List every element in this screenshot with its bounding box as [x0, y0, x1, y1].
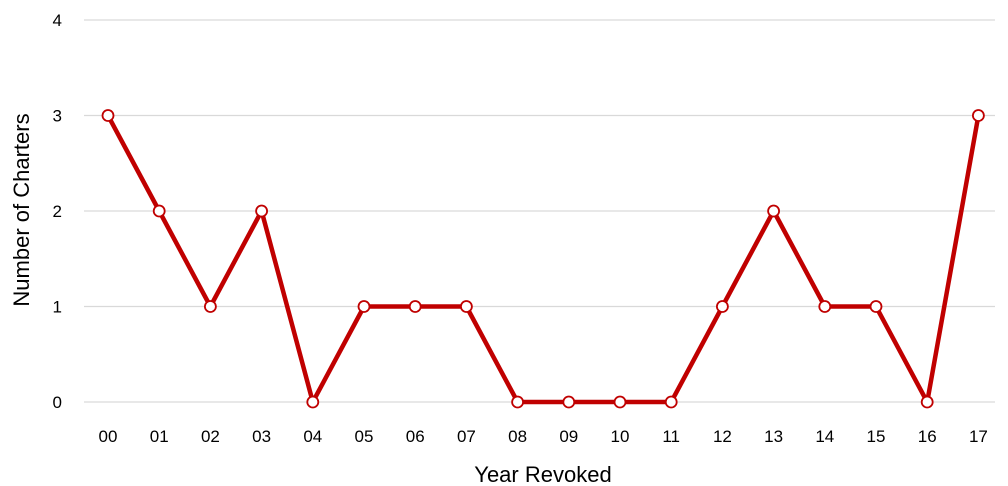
- data-point-10: [613, 395, 627, 409]
- x-axis-ticks: 00 01 02 03 04 05 06 07 08 09 10 11 12 13 14 15 16 17: [99, 427, 988, 446]
- data-point-14: [818, 300, 832, 313]
- data-point-03: [255, 204, 269, 218]
- y-axis-title: Number of Charters: [9, 113, 34, 306]
- data-point-01: [152, 204, 166, 218]
- data-point-00: [101, 109, 115, 122]
- data-point-13: [767, 204, 780, 218]
- x-tick-label: 14: [815, 427, 834, 446]
- data-point-06: [408, 300, 422, 313]
- x-tick-label: 15: [867, 427, 886, 446]
- x-tick-label: 11: [662, 427, 680, 446]
- series-layer: [101, 109, 985, 409]
- y-tick-label: 1: [53, 298, 62, 317]
- x-tick-label: 16: [918, 427, 937, 446]
- x-tick-label: 17: [969, 427, 988, 446]
- x-axis-title: Year Revoked: [474, 462, 611, 486]
- data-point-04: [306, 395, 320, 409]
- y-tick-label: 2: [53, 202, 62, 221]
- x-tick-label: 05: [355, 427, 374, 446]
- x-tick-label: 08: [508, 427, 527, 446]
- y-tick-label: 3: [53, 107, 62, 126]
- series-line: [105, 113, 981, 405]
- data-point-15: [869, 300, 883, 313]
- x-tick-label: 12: [713, 427, 732, 446]
- x-tick-label: 09: [559, 427, 578, 446]
- x-tick-label: 10: [611, 427, 630, 446]
- data-point-07: [459, 300, 473, 313]
- x-tick-label: 06: [406, 427, 425, 446]
- data-point-17: [972, 109, 985, 122]
- y-axis-ticks: 0 1 2 3 4: [53, 11, 62, 412]
- data-point-09: [562, 395, 576, 409]
- data-point-11: [664, 395, 678, 409]
- data-point-08: [511, 395, 524, 409]
- x-tick-label: 02: [201, 427, 220, 446]
- x-tick-label: 01: [150, 427, 169, 446]
- x-tick-label: 04: [303, 427, 322, 446]
- x-tick-label: 00: [99, 427, 118, 446]
- data-point-05: [357, 300, 371, 313]
- data-point-02: [203, 300, 217, 313]
- x-tick-label: 13: [764, 427, 783, 446]
- x-tick-label: 07: [457, 427, 476, 446]
- y-tick-label: 4: [53, 11, 62, 30]
- data-point-16: [920, 395, 934, 409]
- x-tick-label: 03: [252, 427, 271, 446]
- y-tick-label: 0: [53, 393, 62, 412]
- gridlines: [84, 19, 995, 403]
- data-point-12: [716, 300, 729, 313]
